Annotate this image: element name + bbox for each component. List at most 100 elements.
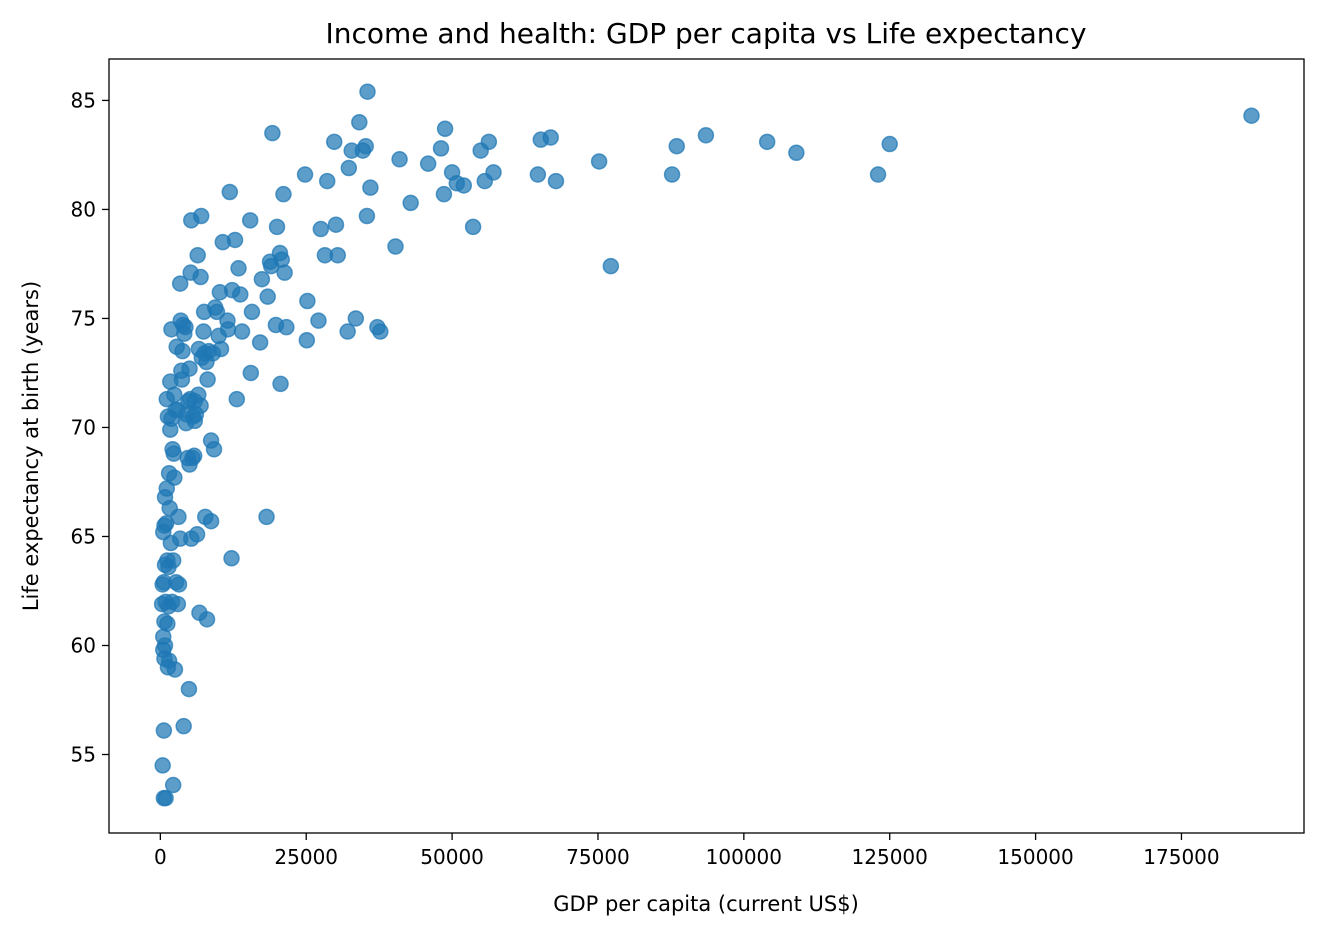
data-point <box>436 120 454 138</box>
data-point <box>214 233 232 251</box>
data-point <box>202 432 220 449</box>
data-point <box>195 303 213 321</box>
data-point <box>156 488 174 506</box>
data-point <box>210 327 227 345</box>
data-point <box>758 133 776 151</box>
data-point <box>251 334 269 351</box>
data-point <box>316 246 334 264</box>
data-point <box>358 207 376 225</box>
y-tick-label: 65 <box>71 524 96 548</box>
data-point <box>180 680 198 698</box>
data-point <box>464 218 482 236</box>
data-point <box>199 371 216 388</box>
data-point <box>881 135 898 153</box>
data-point <box>156 613 173 630</box>
data-point <box>1243 107 1260 124</box>
x-axis-label: GDP per capita (current US$) <box>553 892 859 916</box>
data-point <box>155 722 173 739</box>
data-point <box>259 288 276 305</box>
data-point <box>154 576 171 593</box>
data-point <box>476 172 494 190</box>
x-tick-label: 25000 <box>274 845 338 869</box>
data-point <box>343 142 360 159</box>
data-point <box>268 218 286 236</box>
data-point <box>228 390 246 408</box>
data-point <box>173 362 190 380</box>
data-point <box>443 164 461 181</box>
x-tick-label: 50000 <box>420 845 484 869</box>
data-point <box>325 133 343 151</box>
data-point <box>233 323 251 340</box>
data-point <box>197 508 214 526</box>
data-point <box>195 323 212 340</box>
data-point <box>168 338 185 356</box>
y-axis-ticks: 55 60 65 70 75 80 85 <box>71 88 109 767</box>
data-point <box>272 375 289 393</box>
data-point <box>267 316 285 334</box>
y-tick-label: 75 <box>71 306 96 330</box>
data-point <box>183 212 200 229</box>
data-point <box>402 194 419 212</box>
data-point <box>362 179 379 196</box>
data-point <box>156 556 174 574</box>
data-point <box>472 142 489 159</box>
data-point <box>191 604 208 622</box>
data-point <box>340 159 358 177</box>
data-point <box>369 318 386 336</box>
data-point <box>158 390 176 408</box>
data-point <box>299 292 316 310</box>
y-tick-label: 55 <box>71 743 96 767</box>
data-point <box>590 153 608 170</box>
data-point <box>602 257 620 275</box>
data-point <box>296 166 314 183</box>
x-axis-ticks: 0 25000 50000 75000 100000 125000 150000 175000 <box>154 833 1220 869</box>
chart-title: Income and health: GDP per capita vs Lif… <box>325 17 1086 50</box>
x-tick-label: 150000 <box>997 845 1073 869</box>
data-point <box>154 757 171 774</box>
data-point <box>219 312 236 329</box>
data-point <box>164 441 181 458</box>
y-tick-label: 85 <box>71 88 96 112</box>
data-point <box>387 238 404 255</box>
data-point <box>230 260 247 277</box>
data-point <box>162 373 179 390</box>
data-point <box>275 185 292 203</box>
y-tick-label: 70 <box>71 415 96 439</box>
data-point <box>432 140 450 157</box>
data-point <box>359 83 376 100</box>
data-point <box>261 253 279 271</box>
data-point <box>529 166 547 183</box>
data-point <box>153 595 171 613</box>
x-tick-label: 75000 <box>566 845 630 869</box>
data-point <box>171 275 189 292</box>
data-point <box>211 284 229 301</box>
data-point <box>264 124 281 142</box>
data-point <box>663 166 681 183</box>
data-point <box>223 550 240 567</box>
data-point <box>419 155 437 172</box>
data-point <box>547 172 565 190</box>
data-point <box>155 789 173 807</box>
x-tick-label: 100000 <box>706 845 782 869</box>
data-point <box>310 312 327 329</box>
x-tick-label: 175000 <box>1143 845 1219 869</box>
data-point <box>351 113 368 131</box>
data-point <box>243 303 261 321</box>
data-point <box>179 449 197 467</box>
data-point <box>155 628 172 646</box>
data-point <box>159 408 177 425</box>
data-point <box>241 212 259 229</box>
data-point <box>160 465 178 482</box>
data-point <box>177 414 195 432</box>
x-tick-label: 125000 <box>852 845 928 869</box>
data-point <box>190 340 208 358</box>
data-point <box>189 246 206 264</box>
data-point <box>318 172 336 190</box>
data-point <box>182 264 199 281</box>
data-point <box>312 220 330 238</box>
data-point <box>339 323 356 340</box>
x-tick-label: 0 <box>154 845 167 869</box>
data-point <box>298 332 316 349</box>
data-point <box>788 144 805 161</box>
y-tick-label: 80 <box>71 197 96 221</box>
